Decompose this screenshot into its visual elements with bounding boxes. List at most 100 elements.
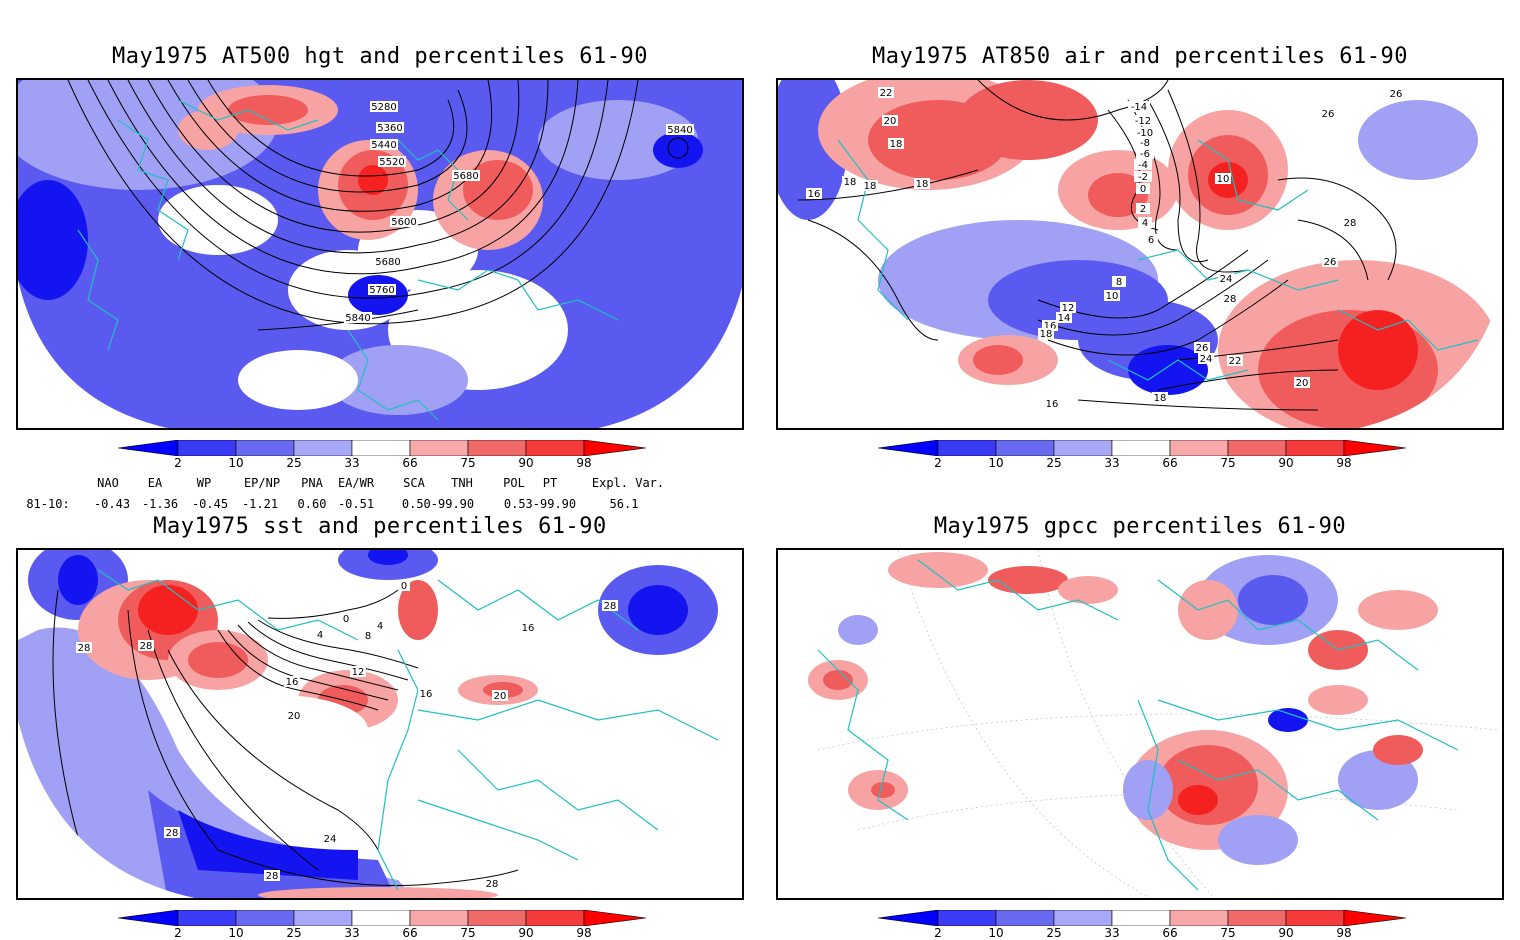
colorbar-swatch <box>877 909 939 927</box>
colorbar-swatch <box>583 909 647 927</box>
contour-label: 20 <box>1296 378 1309 389</box>
colorbar-sst: 2 10 25 33 66 75 90 98 <box>117 909 647 940</box>
contour-label: 6 <box>1148 235 1154 246</box>
contour-label: 5840 <box>667 125 692 136</box>
colorbar-tick-label: 33 <box>1104 456 1120 470</box>
colorbar-tick-label: 90 <box>518 456 534 470</box>
colorbar-tick-label: 2 <box>174 456 182 470</box>
index-header: NAO <box>97 476 119 490</box>
colorbar-tick-label: 75 <box>460 456 476 470</box>
contour-label: 18 <box>844 177 857 188</box>
contour-label: -12 <box>1135 116 1151 127</box>
colorbar-tick-label: 10 <box>988 456 1004 470</box>
colorbar-tick-label: 75 <box>460 926 476 940</box>
colorbar-swatch <box>937 439 997 457</box>
colorbar-tick-label: 10 <box>988 926 1004 940</box>
colorbar-swatch <box>1227 439 1287 457</box>
contour-label: 5440 <box>371 140 396 151</box>
contour-label: 22 <box>880 88 893 99</box>
panel-title-500hgt: May1975 AT500 hgt and percentiles 61-90 <box>111 44 649 69</box>
contour-label: 5760 <box>369 285 394 296</box>
index-header: SCA <box>403 476 425 490</box>
colorbar-swatches <box>117 909 647 927</box>
colorbar-tick-label: 2 <box>934 456 942 470</box>
contour-label: 28 <box>166 828 179 839</box>
contour-label: 16 <box>522 623 535 634</box>
colorbar-swatch <box>177 909 237 927</box>
colorbar-swatch <box>995 439 1055 457</box>
contour-label: 16 <box>286 677 299 688</box>
colorbar-tick-label: 10 <box>228 456 244 470</box>
contour-label: 18 <box>1040 329 1053 340</box>
contour-label: 28 <box>266 871 279 882</box>
contour-label: 0 <box>401 581 407 592</box>
contour-label: 18 <box>890 139 903 150</box>
index-value: 0.60 <box>297 497 327 511</box>
colorbar-swatch <box>351 909 411 927</box>
contour-label: 5600 <box>391 217 416 228</box>
colorbar-swatch <box>351 439 411 457</box>
contour-label: 10 <box>1106 291 1119 302</box>
map-gpcc <box>778 550 1502 898</box>
contour-label: 4 <box>1142 218 1148 229</box>
index-value: -1.36 <box>141 497 179 511</box>
colorbar-tick-label: 98 <box>576 926 592 940</box>
colorbar-swatch <box>1169 439 1229 457</box>
colorbar-tick-label: 25 <box>286 926 302 940</box>
map-sst: 28 28 28 0 0 4 4 8 12 16 16 16 20 20 24 … <box>18 550 742 898</box>
index-value: 0.53-99.90 <box>503 497 577 511</box>
contour-label: -14 <box>1131 102 1147 113</box>
contour-label: 28 <box>604 601 617 612</box>
contour-label: -4 <box>1138 160 1148 171</box>
colorbar-swatch <box>1285 909 1345 927</box>
colorbar-swatch <box>235 909 295 927</box>
colorbar-swatches <box>877 909 1407 927</box>
colorbar-swatch <box>467 439 527 457</box>
contour-label: 0 <box>343 614 349 625</box>
colorbar-tick-label: 98 <box>1336 926 1352 940</box>
contour-label: 5520 <box>379 157 404 168</box>
contour-label: 5680 <box>375 257 400 268</box>
contour-label: 28 <box>78 643 91 654</box>
colorbar-swatch <box>293 909 353 927</box>
map-850air: 22 20 18 18 16 -14 -12 -10 -8 -6 -4 -2 0… <box>778 80 1502 428</box>
colorbar-swatch <box>293 439 353 457</box>
colorbar-swatch <box>1285 439 1345 457</box>
contour-label: 5360 <box>377 123 402 134</box>
contour-label: 26 <box>1322 109 1335 120</box>
map-panel-gpcc <box>776 548 1504 900</box>
contour-label: 12 <box>352 667 365 678</box>
contour-label: 20 <box>494 691 507 702</box>
contour-label: 20 <box>884 116 897 127</box>
colorbar-swatch <box>467 909 527 927</box>
contour-label: 24 <box>1200 354 1213 365</box>
index-value: 56.1 <box>609 497 639 511</box>
index-header: WP <box>196 476 212 490</box>
index-value: -0.45 <box>191 497 229 511</box>
colorbar-gpcc: 2 10 25 33 66 75 90 98 <box>877 909 1407 940</box>
contour-label: 0 <box>1140 184 1146 195</box>
contour-label: 28 <box>486 879 499 890</box>
colorbar-swatch <box>525 439 585 457</box>
colorbar-swatch <box>1111 439 1171 457</box>
contour-label: 12 <box>1062 303 1075 314</box>
colorbar-swatch <box>235 439 295 457</box>
colorbar-tick-label: 66 <box>1162 926 1178 940</box>
colorbar-swatch <box>1053 439 1113 457</box>
contour-label: 16 <box>808 189 821 200</box>
map-panel-850air: 22 20 18 18 16 -14 -12 -10 -8 -6 -4 -2 0… <box>776 78 1504 430</box>
colorbar-swatches <box>877 439 1407 457</box>
colorbar-swatch <box>1227 909 1287 927</box>
contour-label: 5280 <box>371 102 396 113</box>
colorbar-swatch <box>177 439 237 457</box>
contour-label: 28 <box>1224 294 1237 305</box>
index-header: Expl. Var. <box>591 476 665 490</box>
colorbar-tick-label: 90 <box>518 926 534 940</box>
colorbar-swatch <box>583 439 647 457</box>
colorbar-tick-label: 33 <box>344 926 360 940</box>
index-header: PT <box>542 476 558 490</box>
contour-label: 24 <box>1220 274 1233 285</box>
contour-label: 8 <box>365 631 371 642</box>
contour-label: 16 <box>420 689 433 700</box>
contour-label: -8 <box>1140 138 1150 149</box>
